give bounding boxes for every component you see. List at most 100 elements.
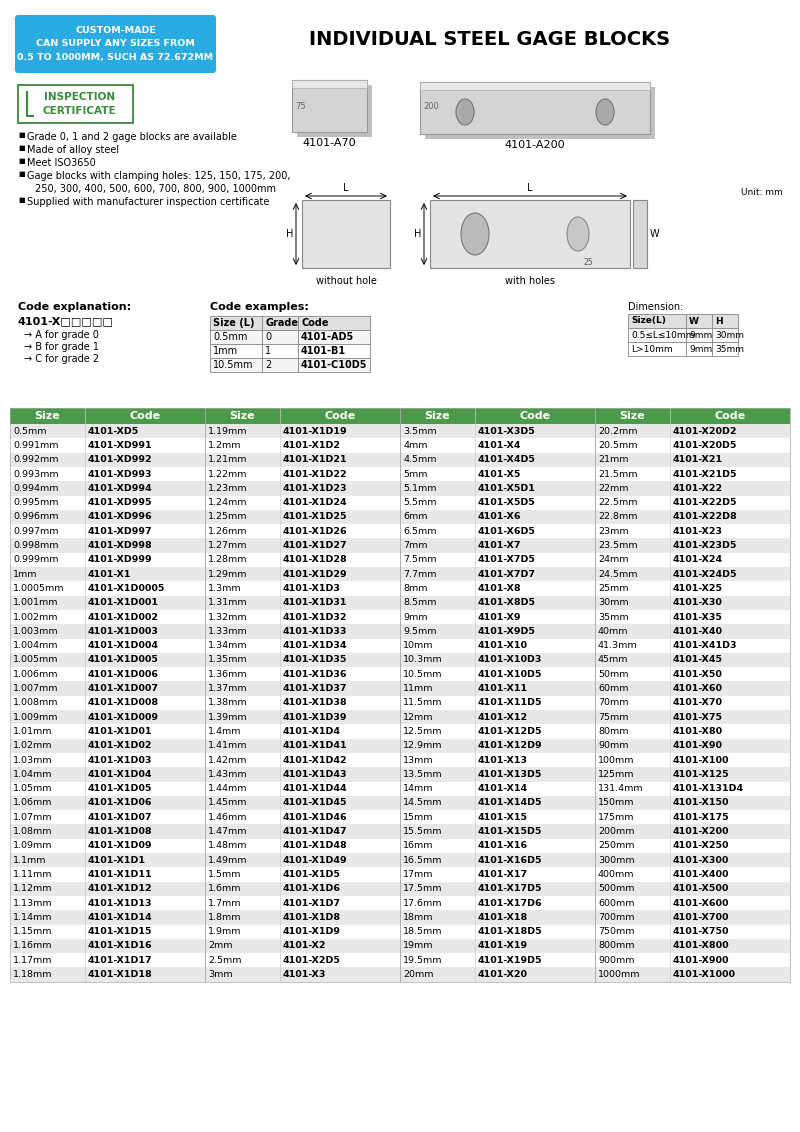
Bar [280,781,400,796]
Bar [297,85,372,137]
Bar [475,481,595,496]
Bar [298,344,370,358]
Bar [85,610,205,624]
Bar [595,638,670,653]
Bar [400,796,475,811]
Bar [205,781,280,796]
Bar [205,910,280,925]
Bar [205,424,280,438]
Text: 12mm: 12mm [403,713,434,722]
Bar [280,953,400,968]
Bar [10,767,85,781]
Bar [85,481,205,496]
Text: 20.5mm: 20.5mm [598,441,638,449]
Text: 4101-X1D09: 4101-X1D09 [88,841,153,850]
Bar [595,582,670,595]
Bar [400,854,475,867]
Ellipse shape [567,217,589,251]
Bar [10,653,85,667]
Text: 4101-X2: 4101-X2 [283,942,326,951]
Text: 4101-X1D26: 4101-X1D26 [283,526,348,535]
Text: 4101-X80: 4101-X80 [673,727,723,736]
Bar [205,882,280,895]
Text: 1.21mm: 1.21mm [208,455,247,464]
Text: 4101-X1D7: 4101-X1D7 [283,899,341,908]
Bar [595,667,670,681]
Text: 4101-X1000: 4101-X1000 [673,970,736,979]
Bar [280,968,400,981]
Text: 4101-X1D42: 4101-X1D42 [283,755,348,764]
Text: 4101-X1D007: 4101-X1D007 [88,684,159,693]
Text: 4101-X1D08: 4101-X1D08 [88,827,153,837]
Bar [670,624,790,638]
Text: 4101-X1D35: 4101-X1D35 [283,655,347,664]
Bar [595,753,670,767]
Text: 1.34mm: 1.34mm [208,641,248,650]
Text: 250mm: 250mm [598,841,634,850]
Bar [85,595,205,610]
Text: 4101-X17D6: 4101-X17D6 [478,899,542,908]
Text: Supplied with manufacturer inspection certificate: Supplied with manufacturer inspection ce… [27,197,270,207]
Bar [400,408,475,424]
Text: 4101-X60: 4101-X60 [673,684,723,693]
Text: 4101-X8: 4101-X8 [478,584,522,593]
Text: 4101-X1D48: 4101-X1D48 [283,841,348,850]
Bar [670,724,790,738]
Bar [686,328,712,342]
Bar [670,524,790,539]
Text: 45mm: 45mm [598,655,629,664]
Bar [400,824,475,839]
Bar [400,753,475,767]
Text: 4101-X1D25: 4101-X1D25 [283,513,347,522]
Bar [595,867,670,882]
Ellipse shape [456,98,474,125]
Bar [205,867,280,882]
Bar [10,925,85,938]
Text: 4101-X1D47: 4101-X1D47 [283,827,348,837]
Text: 0.995mm: 0.995mm [13,498,58,507]
Text: 4101-X13D5: 4101-X13D5 [478,770,542,779]
Text: 4101-X5D1: 4101-X5D1 [478,483,536,492]
Bar [400,767,475,781]
Bar [400,595,475,610]
Bar [205,539,280,552]
Bar [205,710,280,724]
Bar [670,638,790,653]
Bar [298,316,370,331]
Text: 4101-X1D05: 4101-X1D05 [88,784,152,794]
Text: 10.5mm: 10.5mm [403,670,442,679]
Text: 4101-X1D45: 4101-X1D45 [283,798,347,807]
Bar [85,710,205,724]
Text: 6.5mm: 6.5mm [403,526,437,535]
Text: 4101-X5: 4101-X5 [478,470,522,479]
Bar [10,408,205,981]
Bar [205,567,280,582]
Text: 4101-X23D5: 4101-X23D5 [673,541,738,550]
Text: 4101-X□□□□□: 4101-X□□□□□ [18,316,114,326]
Bar [10,496,85,509]
Text: Code examples:: Code examples: [210,302,309,312]
Bar [205,681,280,696]
Text: CUSTOM-MADE
CAN SUPPLY ANY SIZES FROM
0.5 TO 1000MM, SUCH AS 72.672MM: CUSTOM-MADE CAN SUPPLY ANY SIZES FROM 0.… [18,26,214,62]
Text: 3.5mm: 3.5mm [403,427,437,436]
Bar [475,524,595,539]
Text: 1.008mm: 1.008mm [13,698,58,708]
Bar [670,811,790,824]
Bar [475,710,595,724]
Bar [280,424,400,438]
Text: 4101-X1D19: 4101-X1D19 [283,427,348,436]
Text: 1.7mm: 1.7mm [208,899,242,908]
Text: 4101-X1D1: 4101-X1D1 [88,856,146,865]
Bar [262,344,298,358]
Text: 4101-X1D02: 4101-X1D02 [88,741,153,751]
Bar [10,438,85,453]
Bar [475,753,595,767]
Text: 4101-X1D36: 4101-X1D36 [283,670,347,679]
Bar [205,453,280,466]
Text: 12.5mm: 12.5mm [403,727,442,736]
Text: 1000mm: 1000mm [598,970,641,979]
Bar [400,653,475,667]
Text: 22.5mm: 22.5mm [598,498,638,507]
Text: Size: Size [230,411,255,421]
Text: 4101-X1D5: 4101-X1D5 [283,871,341,878]
